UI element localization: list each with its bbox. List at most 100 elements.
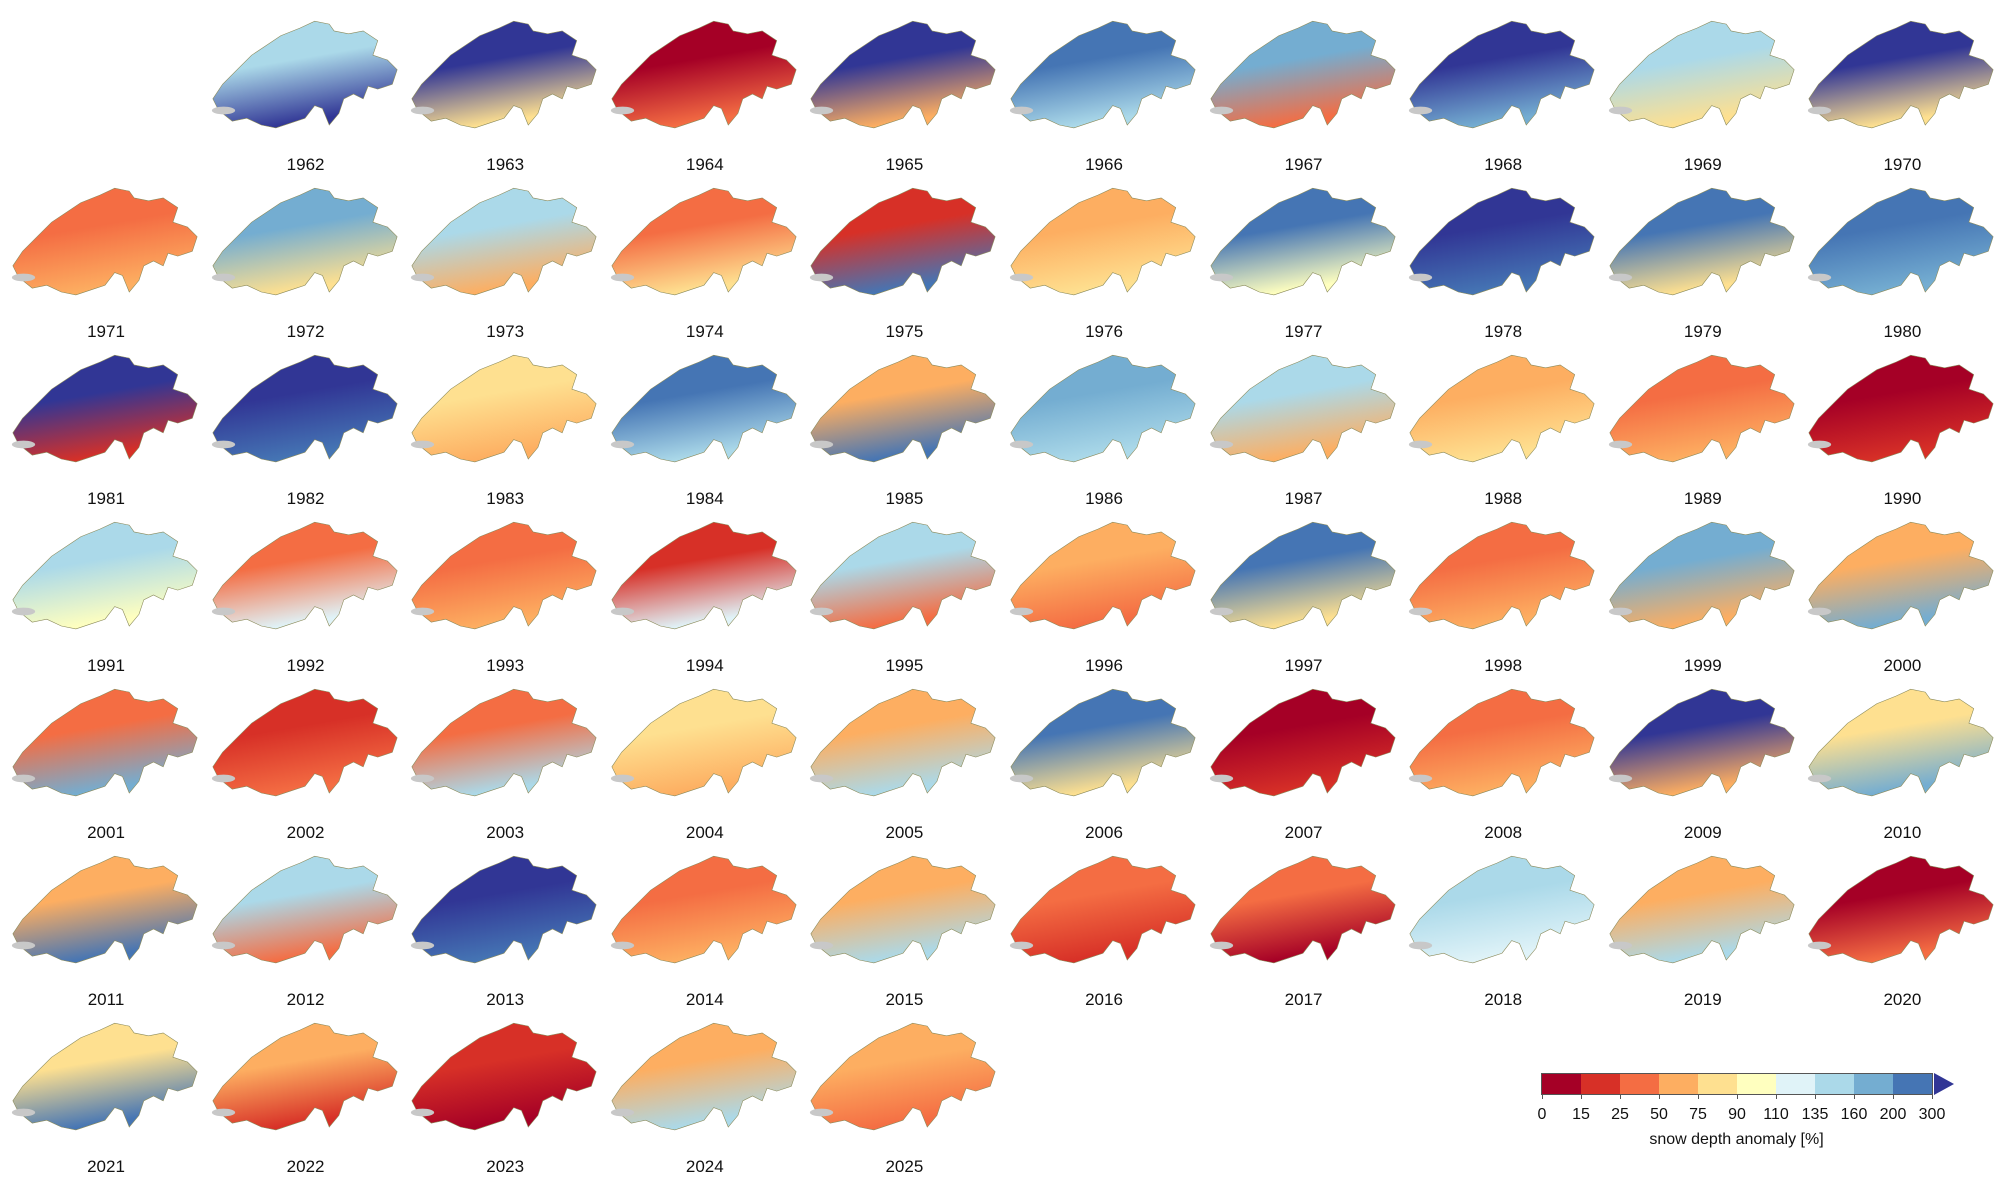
switzerland-map: [211, 855, 398, 964]
year-label: 1965: [885, 155, 924, 174]
year-label: 1963: [486, 155, 525, 174]
lake-geneva: [1808, 273, 1832, 282]
year-label: 1975: [885, 322, 924, 341]
country-outline: [1609, 521, 1795, 630]
colorbar-tick: [1893, 1094, 1894, 1099]
year-label: 2016: [1085, 990, 1123, 1009]
year-label: 2004: [685, 823, 724, 842]
year-label: 1991: [87, 656, 125, 675]
colorbar-tick: [1620, 1094, 1621, 1099]
switzerland-map: [211, 354, 398, 463]
colorbar-tick-label: 110: [1763, 1106, 1789, 1123]
colorbar-title: snow depth anomaly [%]: [1649, 1131, 1824, 1148]
country-outline: [611, 354, 797, 463]
lake-geneva: [1009, 106, 1034, 115]
colorbar-tick: [1737, 1094, 1738, 1099]
map-panel: 2008: [1403, 683, 1603, 850]
colorbar-segment: [1620, 1074, 1659, 1094]
map-panel: 1996: [1004, 516, 1204, 683]
country-outline: [411, 688, 597, 797]
country-outline: [1010, 354, 1196, 463]
year-label: 2023: [486, 1157, 525, 1176]
year-label: 1970: [1883, 155, 1922, 174]
map-panel: 1992: [206, 516, 406, 683]
year-label: 2022: [286, 1157, 325, 1176]
map-panel: 1971: [6, 182, 206, 349]
map-panel: 2014: [605, 850, 805, 1017]
year-label: 2014: [685, 990, 724, 1009]
year-label: 1999: [1683, 656, 1722, 675]
map-panel: 1998: [1403, 516, 1603, 683]
switzerland-map: [411, 521, 597, 630]
switzerland-map: [1209, 688, 1396, 797]
country-outline: [1609, 855, 1795, 964]
year-label: 1996: [1085, 656, 1123, 675]
country-outline: [1210, 688, 1396, 797]
country-outline: [1808, 521, 1994, 630]
map-panel: 1999: [1603, 516, 1803, 683]
map-panel: 1979: [1603, 182, 1803, 349]
colorbar-bar: [1541, 1073, 1933, 1095]
lake-geneva: [1608, 774, 1632, 783]
map-panel: 1965: [804, 15, 1004, 182]
switzerland-map: [211, 20, 398, 129]
country-outline: [1409, 187, 1595, 296]
lake-geneva: [1409, 106, 1433, 115]
country-outline: [1210, 855, 1396, 964]
year-label: 1994: [685, 656, 724, 675]
year-label: 2008: [1484, 823, 1523, 842]
lake-geneva: [211, 273, 235, 282]
lake-geneva: [411, 106, 435, 115]
colorbar-tick-label: 50: [1650, 1106, 1668, 1123]
lake-geneva: [1808, 941, 1832, 950]
lake-geneva: [810, 1108, 834, 1117]
country-outline: [1010, 688, 1196, 797]
map-panel: 1989: [1603, 349, 1803, 516]
country-outline: [611, 20, 797, 129]
map-panel: 1963: [405, 15, 605, 182]
country-outline: [1808, 688, 1994, 797]
lake-geneva: [1808, 774, 1832, 783]
lake-geneva: [1409, 273, 1433, 282]
year-label: 1985: [885, 489, 924, 508]
lake-geneva: [810, 774, 834, 783]
switzerland-map: [411, 354, 597, 463]
lake-geneva: [810, 607, 834, 616]
year-label: 1978: [1484, 322, 1523, 341]
switzerland-map: [810, 1022, 996, 1131]
map-panel: 1974: [605, 182, 805, 349]
year-label: 1969: [1683, 155, 1722, 174]
map-panel: 2023: [405, 1017, 605, 1184]
lake-geneva: [411, 774, 435, 783]
country-outline: [1409, 20, 1595, 129]
country-outline: [1210, 354, 1396, 463]
year-label: 2001: [87, 823, 125, 842]
switzerland-map: [411, 1022, 597, 1131]
country-outline: [411, 1022, 597, 1131]
map-panel: 1990: [1802, 349, 2000, 516]
lake-geneva: [11, 774, 36, 783]
colorbar-tick-label: 25: [1611, 1106, 1629, 1123]
year-label: 2015: [885, 990, 924, 1009]
lake-geneva: [1009, 440, 1034, 449]
year-label: 2010: [1883, 823, 1922, 842]
lake-geneva: [11, 941, 36, 950]
country-outline: [1210, 20, 1396, 129]
map-panel: 2009: [1603, 683, 1803, 850]
switzerland-map: [1209, 20, 1396, 129]
country-outline: [12, 855, 198, 964]
colorbar-extend-arrow: [1934, 1073, 1954, 1095]
colorbar-tick: [1815, 1094, 1816, 1099]
country-outline: [1409, 521, 1595, 630]
year-label: 1983: [486, 489, 525, 508]
map-panel: 1969: [1603, 15, 1803, 182]
country-outline: [810, 688, 996, 797]
colorbar-tick-label: 135: [1801, 1106, 1829, 1123]
lake-geneva: [211, 1108, 235, 1117]
switzerland-map: [810, 187, 996, 296]
colorbar-segment: [1698, 1074, 1737, 1094]
lake-geneva: [1608, 273, 1632, 282]
lake-geneva: [810, 941, 834, 950]
switzerland-map: [411, 20, 597, 129]
country-outline: [611, 855, 797, 964]
